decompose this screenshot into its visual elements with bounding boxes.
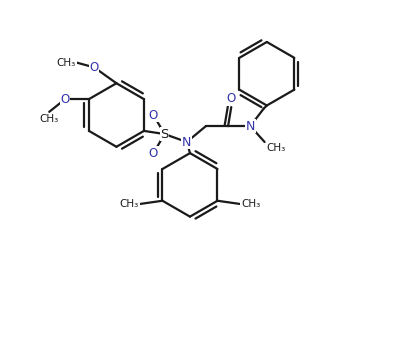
Text: O: O xyxy=(226,92,236,105)
Text: O: O xyxy=(60,93,70,106)
Text: N: N xyxy=(246,120,255,132)
Text: CH₃: CH₃ xyxy=(40,114,59,124)
Text: O: O xyxy=(90,61,99,74)
Text: CH₃: CH₃ xyxy=(241,199,260,209)
Text: N: N xyxy=(182,136,191,148)
Text: O: O xyxy=(149,147,158,160)
Text: CH₃: CH₃ xyxy=(120,199,139,209)
Text: CH₃: CH₃ xyxy=(57,57,76,68)
Text: O: O xyxy=(149,108,158,122)
Text: S: S xyxy=(160,127,169,141)
Text: CH₃: CH₃ xyxy=(266,143,285,153)
